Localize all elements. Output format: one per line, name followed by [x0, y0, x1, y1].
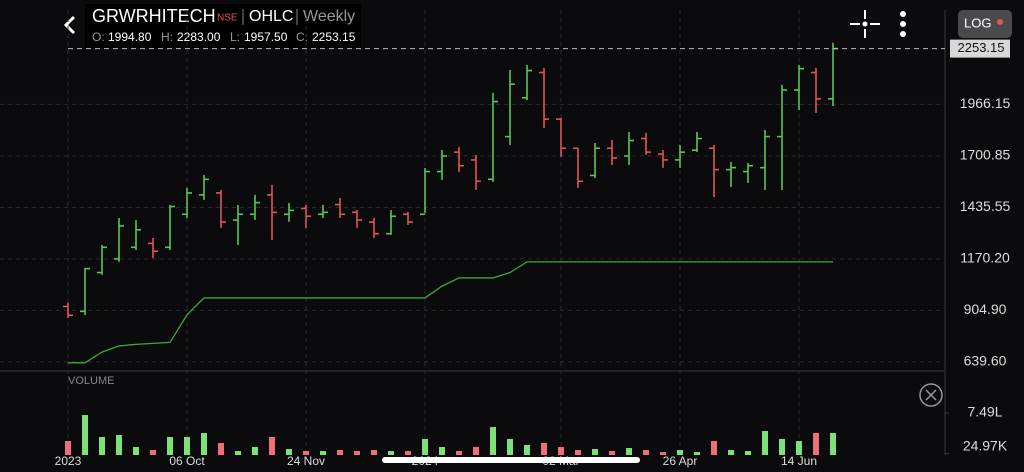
header-box: [85, 4, 361, 48]
volume-bar: [745, 451, 751, 455]
volume-bar: [711, 441, 717, 455]
ohlc-label: L:: [230, 30, 240, 44]
y-tick-label: 639.60: [964, 353, 1007, 369]
trend-line: [68, 261, 833, 364]
volume-bar: [660, 452, 666, 455]
volume-bar: [507, 438, 513, 455]
y-tick-label: 1435.55: [960, 198, 1011, 214]
back-button[interactable]: [63, 15, 76, 35]
volume-bar: [184, 437, 190, 455]
close-volume-button[interactable]: [919, 383, 943, 407]
y-tick-label: 1966.15: [960, 95, 1011, 111]
ohlc-value: 2283.00: [177, 30, 221, 44]
volume-bar: [609, 451, 615, 455]
last-price-box: [950, 39, 1010, 58]
volume-bar: [524, 445, 530, 455]
volume-label: VOLUME: [68, 375, 114, 387]
x-tick-label: 14 Jun: [781, 454, 817, 468]
symbol: GRWRHITECH: [92, 6, 216, 26]
log-button[interactable]: LOG: [958, 10, 1012, 38]
x-tick-label: 06 Oct: [169, 454, 205, 468]
volume-bar: [65, 441, 71, 455]
menu-button[interactable]: [900, 11, 906, 37]
volume-bar: [371, 450, 377, 455]
volume-bar: [592, 448, 598, 455]
volume-bar: [558, 447, 564, 455]
volume-bar: [82, 415, 88, 455]
volume-bar: [405, 451, 411, 455]
volume-bar: [218, 442, 224, 455]
volume-bar: [150, 450, 156, 455]
y-tick-label: 1700.85: [960, 147, 1011, 163]
volume-bar: [201, 432, 207, 455]
crosshair-button[interactable]: [850, 10, 880, 38]
ohlc-value: 1957.50: [244, 30, 288, 44]
y-tick-label: 1170.20: [960, 250, 1010, 266]
ohlc-value: 1994.80: [108, 30, 152, 44]
volume-bar: [439, 447, 445, 455]
volume-bar: [779, 438, 785, 455]
volume-bar: [677, 450, 683, 455]
volume-bar: [694, 452, 700, 455]
x-tick-label: 24 Nov: [287, 454, 325, 468]
ohlc-value: 2253.15: [312, 30, 356, 44]
volume-tick-label: 7.49L: [967, 404, 1002, 420]
volume-bar: [541, 442, 547, 455]
x-tick-label: 26 Apr: [663, 454, 698, 468]
volume-bar: [473, 447, 479, 455]
volume-bar: [133, 447, 139, 455]
volume-bar: [286, 448, 292, 455]
last-price-label: 2253.15: [958, 40, 1005, 55]
volume-bar: [643, 450, 649, 455]
volume-bar: [320, 451, 326, 455]
home-indicator: [382, 457, 640, 463]
volume-bar: [269, 437, 275, 455]
volume-bar: [626, 447, 632, 455]
volume-bar: [99, 437, 105, 455]
ohlc-label: C:: [296, 30, 308, 44]
x-tick-label: 2023: [55, 454, 82, 468]
volume-bar: [830, 432, 836, 455]
volume-bar: [575, 450, 581, 455]
volume-bar: [337, 450, 343, 455]
volume-bar: [796, 441, 802, 455]
volume-bar: [116, 435, 122, 455]
volume-bar: [167, 437, 173, 455]
volume-bar: [303, 451, 309, 455]
volume-bar: [813, 432, 819, 455]
volume-bar: [354, 451, 360, 455]
y-tick-label: 904.90: [964, 301, 1007, 317]
plot: 639.60 904.90 1170.20 1435.55 1700.85 1966.15…: [0, 10, 1011, 468]
ohlc-label: H:: [161, 30, 173, 44]
interval: Weekly: [303, 8, 355, 25]
exchange: NSE: [217, 13, 238, 24]
volume-bar: [422, 438, 428, 455]
volume-bar: [728, 450, 734, 455]
volume-bar: [490, 427, 496, 455]
log-label: LOG: [964, 15, 991, 30]
chart-type: OHLC: [249, 8, 293, 25]
volume-tick-label: 24.97K: [963, 438, 1008, 454]
volume-bar: [388, 451, 394, 455]
volume-bar: [762, 431, 768, 455]
volume-bar: [252, 447, 258, 455]
volume-bar: [456, 451, 462, 455]
ohlc-label: O:: [92, 30, 105, 44]
volume-bar: [235, 451, 241, 455]
